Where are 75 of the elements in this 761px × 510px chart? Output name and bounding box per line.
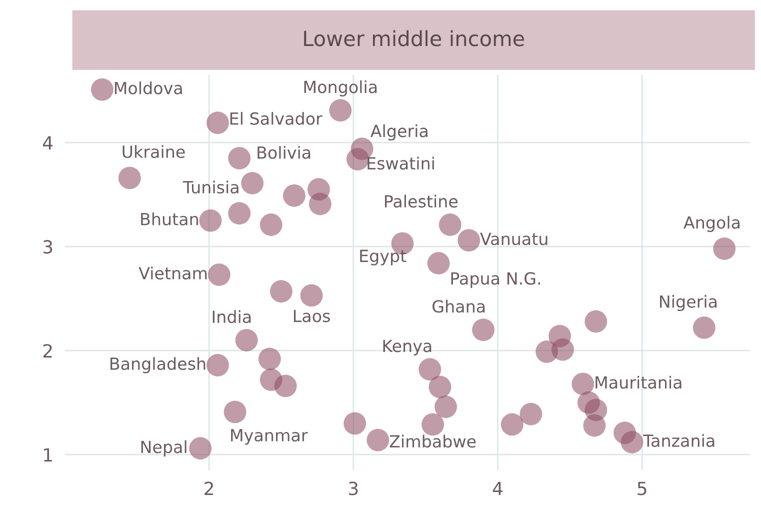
point bbox=[583, 414, 606, 437]
annotation: Myanmar bbox=[231, 429, 308, 445]
annotation: India bbox=[212, 310, 251, 324]
point bbox=[228, 202, 251, 225]
annotation: Papua N.G. bbox=[451, 272, 540, 288]
annotation: Eswatini bbox=[368, 156, 434, 170]
x-tick-label: 2 bbox=[204, 482, 213, 496]
annotation: Vietnam bbox=[138, 266, 207, 280]
annotation: Laos bbox=[294, 310, 330, 322]
annotation: Palestine bbox=[385, 194, 458, 208]
annotation: Algeria bbox=[370, 124, 428, 140]
annotation: Tanzania bbox=[643, 434, 714, 447]
point bbox=[366, 428, 390, 452]
point bbox=[713, 237, 736, 260]
y-tick-label: 4 bbox=[42, 136, 53, 150]
point bbox=[208, 263, 230, 286]
point bbox=[692, 316, 716, 339]
point bbox=[260, 214, 282, 236]
point bbox=[258, 348, 281, 370]
annotation: Bolivia bbox=[258, 146, 310, 159]
point bbox=[206, 354, 229, 376]
point bbox=[283, 184, 306, 207]
annotation: Vanuatu bbox=[480, 232, 548, 246]
point bbox=[520, 402, 542, 426]
point bbox=[584, 310, 608, 333]
annotation: Ghana bbox=[432, 300, 485, 313]
point bbox=[472, 318, 494, 341]
point bbox=[235, 329, 258, 352]
annotation: Bangladesh bbox=[110, 357, 206, 374]
annotation: Mongolia bbox=[304, 80, 377, 96]
point bbox=[551, 338, 574, 361]
x-tick-label: 4 bbox=[492, 482, 502, 496]
annotation: Angola bbox=[684, 216, 740, 232]
y-tick-label: 1 bbox=[44, 448, 52, 462]
point bbox=[270, 280, 292, 303]
annotation: Moldova bbox=[114, 81, 182, 94]
annotation: Kenya bbox=[383, 340, 432, 356]
point bbox=[572, 372, 594, 396]
point bbox=[500, 413, 524, 436]
y-tick-label: 3 bbox=[43, 240, 52, 254]
annotation: Bhutan bbox=[141, 212, 198, 226]
point bbox=[241, 172, 264, 194]
x-tick-label: 3 bbox=[349, 482, 358, 496]
annotation: Tunisia bbox=[182, 180, 238, 194]
point bbox=[91, 78, 114, 101]
point bbox=[199, 209, 222, 232]
point bbox=[224, 400, 246, 424]
point bbox=[346, 148, 369, 170]
point bbox=[427, 252, 450, 274]
point bbox=[434, 396, 457, 418]
point bbox=[344, 412, 366, 435]
y-tick-label: 2 bbox=[43, 344, 52, 358]
annotation: El Salvador bbox=[230, 112, 322, 125]
point bbox=[428, 376, 452, 398]
point bbox=[458, 229, 480, 252]
point bbox=[422, 413, 444, 436]
annotation: Ukraine bbox=[122, 145, 185, 158]
point bbox=[300, 284, 323, 307]
point bbox=[438, 214, 462, 236]
point bbox=[206, 112, 229, 134]
chart-title: Lower middle income bbox=[304, 30, 524, 46]
point bbox=[228, 146, 251, 170]
annotation: Zimbabwe bbox=[390, 434, 476, 448]
annotation: Nigeria bbox=[660, 294, 717, 312]
point bbox=[118, 166, 141, 190]
point bbox=[189, 437, 212, 460]
annotation: Egypt bbox=[360, 250, 406, 266]
point bbox=[620, 430, 644, 454]
point bbox=[308, 192, 332, 216]
x-tick-label: 5 bbox=[638, 482, 646, 496]
point bbox=[329, 99, 352, 122]
annotation: Mauritania bbox=[596, 376, 682, 389]
annotation: Nepal bbox=[141, 440, 186, 456]
point bbox=[418, 358, 442, 381]
point bbox=[274, 374, 297, 398]
